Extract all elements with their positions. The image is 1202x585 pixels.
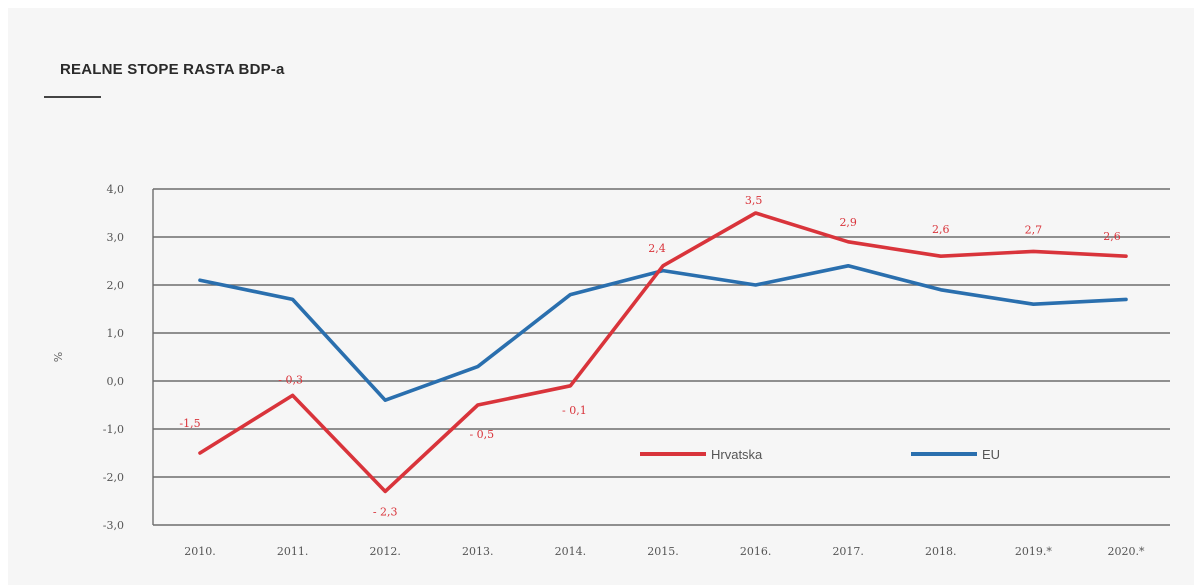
x-tick-label: 2016. — [740, 545, 772, 558]
data-label: -1,5 — [179, 417, 200, 430]
x-tick-label: 2013. — [462, 545, 494, 558]
data-label: 2,4 — [648, 242, 666, 255]
x-tick-label: 2014. — [555, 545, 587, 558]
x-tick-label: 2018. — [925, 545, 957, 558]
x-tick-label: 2012. — [369, 545, 401, 558]
data-label: - 0,1 — [562, 404, 587, 417]
x-tick-label: 2019.* — [1015, 545, 1052, 558]
y-axis-label: % — [52, 352, 65, 362]
data-label: - 0,5 — [469, 428, 494, 441]
series-layer — [198, 211, 1128, 494]
chart-panel — [8, 8, 1194, 585]
x-tick-label: 2010. — [184, 545, 216, 558]
legend-label: Hrvatska — [711, 447, 763, 462]
data-label: 2,7 — [1025, 223, 1043, 236]
y-tick-label: 4,0 — [107, 183, 125, 196]
axis-layer: 4,0 3,0 2,0 1,0 0,0 -1,0 -2,0 -3,0% 2010. 2011. 20… — [52, 183, 1145, 558]
y-tick-label: 1,0 — [107, 327, 125, 340]
y-tick-label: 2,0 — [107, 279, 125, 292]
x-tick-label: 2017. — [832, 545, 864, 558]
data-label: - 0,3 — [278, 373, 303, 386]
data-label: 2,9 — [839, 216, 857, 229]
legend: Hrvatska EU — [640, 447, 1000, 462]
x-tick-label: 2011. — [277, 545, 309, 558]
chart-title: REALNE STOPE RASTA BDP-a — [60, 61, 285, 78]
x-tick-label: 2015. — [647, 545, 679, 558]
data-label: 2,6 — [932, 223, 950, 236]
y-tick-label: -1,0 — [103, 423, 124, 436]
data-label: 2,6 — [1103, 230, 1121, 243]
x-tick-label: 2020.* — [1108, 545, 1145, 558]
y-tick-label: -2,0 — [103, 471, 124, 484]
series-line-eu — [198, 263, 1128, 403]
y-tick-label: 3,0 — [107, 231, 125, 244]
data-label: - 2,3 — [373, 505, 398, 518]
data-label-layer: -1,5 - 0,3 - 2,3 - 0,5 - 0,1 2,4 3,5 2,9 2,6 2,7 2… — [179, 194, 1120, 518]
title-underline — [44, 96, 101, 98]
series-line-hrvatska — [198, 211, 1128, 494]
data-label: 3,5 — [745, 194, 763, 207]
grid-layer — [153, 188, 1170, 526]
y-tick-label: -3,0 — [103, 519, 124, 532]
y-tick-label: 0,0 — [107, 375, 125, 388]
legend-label: EU — [982, 447, 1000, 462]
